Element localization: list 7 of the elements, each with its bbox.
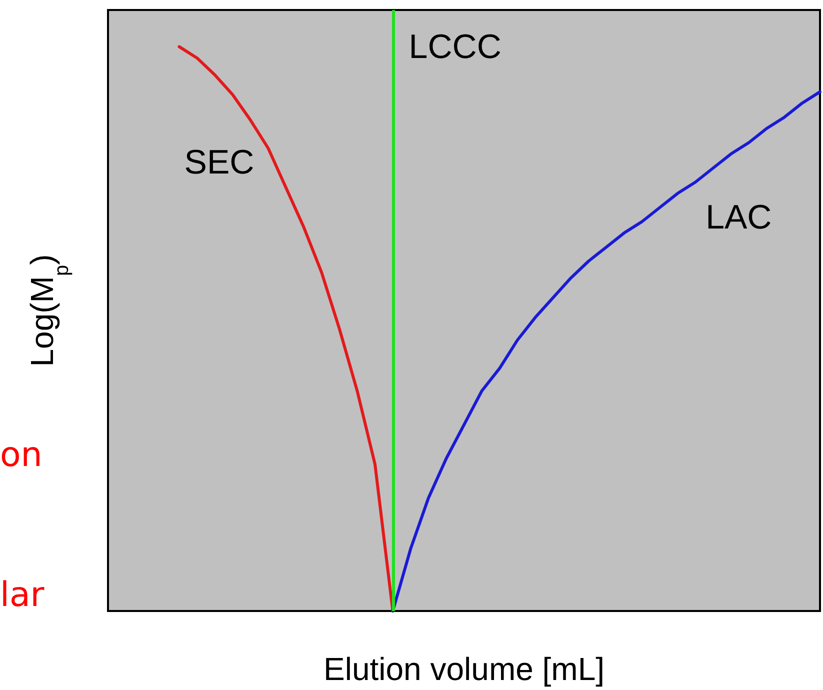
x-axis-title: Elution volume [mL] [323,651,605,687]
y-axis-title: Log(Mp) [24,254,73,367]
series-label: SEC [184,143,254,182]
text: on [0,435,42,475]
text: LCCC [408,28,502,66]
text: lar [0,575,44,615]
series-label: LAC [706,198,772,236]
